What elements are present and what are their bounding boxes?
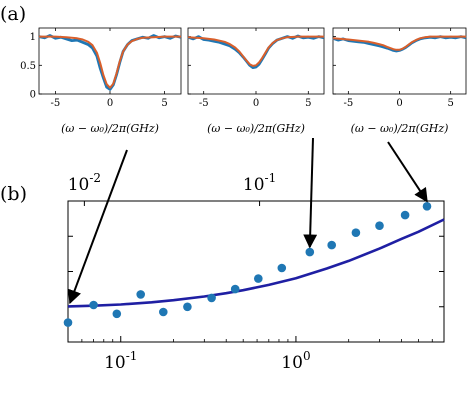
- data-point: [136, 290, 145, 299]
- data-point: [63, 318, 73, 327]
- annotation-arrow: [303, 137, 318, 249]
- x-tick-label: 5: [161, 98, 167, 109]
- top-x-tick-label: 10-1: [243, 171, 276, 195]
- x-tick-label: 0: [253, 98, 259, 109]
- data-point: [253, 274, 263, 283]
- theory-curve: [67, 218, 445, 308]
- annotation-arrow: [387, 141, 428, 203]
- data-point: [207, 293, 216, 303]
- inset-x-axis-label: (ω − ω₀)/2π(GHz): [351, 122, 449, 135]
- data-point: [305, 247, 315, 257]
- data-point: [183, 302, 192, 312]
- inset-x-axis-label: (ω − ω₀)/2π(GHz): [207, 122, 305, 135]
- x-tick-label: 10-1: [104, 349, 137, 373]
- x-tick-label: 0: [396, 98, 402, 109]
- x-tick-label: -5: [343, 98, 353, 109]
- data-point: [112, 309, 122, 319]
- panel-b-label: (b): [0, 183, 27, 205]
- x-tick-label: -5: [199, 98, 209, 109]
- measured-spectrum-line: [187, 34, 325, 69]
- fit-spectrum-line: [332, 35, 466, 51]
- data-point: [351, 228, 361, 237]
- data-point: [230, 284, 240, 294]
- y-tick-label: 0.5: [20, 61, 36, 72]
- data-point: [327, 240, 337, 250]
- inset-x-axis-label: (ω − ω₀)/2π(GHz): [61, 122, 159, 135]
- x-tick-label: -5: [51, 98, 61, 109]
- main-chart-transmission-vs-power: 10-2 10-1 10-1 100: [63, 171, 445, 373]
- annotation-arrows: [67, 137, 428, 305]
- measured-spectrum-line: [38, 34, 182, 91]
- inset-chart-high-power: -5 0 5 (ω − ω₀)/2π(GHz): [332, 27, 467, 135]
- data-point: [375, 221, 384, 230]
- annotation-arrow: [67, 149, 128, 305]
- y-tick-label: 0: [30, 90, 36, 101]
- y-tick-label: 1: [30, 32, 36, 43]
- main-frame: [67, 200, 445, 343]
- x-tick-label: 5: [305, 98, 311, 109]
- top-x-tick-label: 10-2: [68, 171, 101, 195]
- data-point: [400, 210, 410, 220]
- fit-spectrum-line: [39, 35, 181, 89]
- inset-chart-low-power: -5 0 5 0 0.5 1 (ω − ω₀)/2π(GHz): [20, 27, 182, 135]
- panel-a-label: (a): [0, 3, 26, 25]
- data-point: [159, 307, 168, 317]
- data-point: [422, 202, 432, 211]
- fit-spectrum-line: [187, 35, 324, 67]
- data-point: [277, 263, 287, 273]
- x-tick-label: 0: [107, 98, 113, 109]
- x-tick-label: 5: [447, 98, 453, 109]
- data-point: [89, 300, 98, 310]
- x-tick-label: 100: [281, 349, 310, 373]
- inset-chart-mid-power: -5 0 5 (ω − ω₀)/2π(GHz): [187, 27, 325, 135]
